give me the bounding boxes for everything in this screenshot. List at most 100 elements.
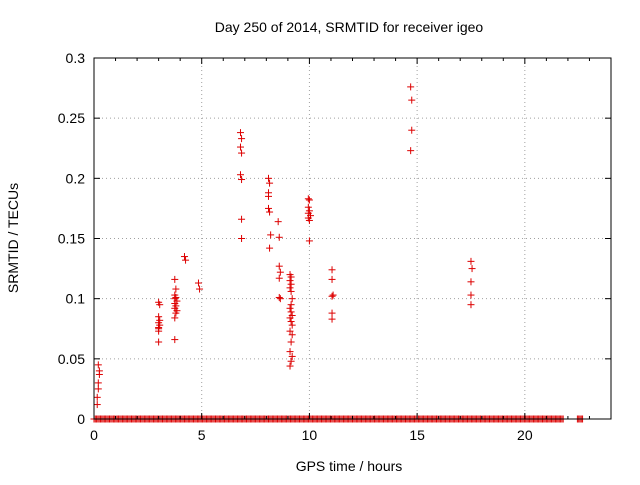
data-point (468, 265, 476, 273)
data-point (95, 370, 103, 378)
data-point (238, 215, 246, 223)
data-point (264, 174, 272, 182)
data-point (288, 352, 296, 360)
y-tick-label: 0.2 (66, 170, 86, 186)
data-point (305, 237, 313, 245)
data-point (329, 291, 337, 299)
data-point (274, 218, 282, 226)
data-point (182, 256, 190, 264)
y-tick-label: 0.1 (66, 291, 86, 307)
data-point (155, 313, 163, 321)
data-point (287, 318, 295, 326)
data-point (275, 293, 283, 301)
data-point (94, 379, 102, 387)
data-point (328, 275, 336, 283)
data-point (236, 129, 244, 137)
data-point (172, 293, 180, 301)
data-point (287, 273, 295, 281)
data-point (287, 338, 295, 346)
data-point (305, 196, 313, 204)
data-point (408, 96, 416, 104)
data-point (93, 393, 101, 401)
data-point (267, 231, 275, 239)
data-point (407, 83, 415, 91)
data-point (172, 285, 180, 293)
data-point (288, 295, 296, 303)
data-point (266, 208, 274, 216)
data-point (328, 292, 336, 300)
data-point (287, 287, 295, 295)
data-point (275, 262, 283, 270)
data-point (407, 147, 415, 155)
x-tick-label: 10 (302, 427, 318, 443)
y-tick-label: 0.25 (58, 110, 85, 126)
grid (94, 58, 611, 419)
data-point (287, 357, 295, 365)
data-point (264, 204, 272, 212)
y-tick-label: 0.15 (58, 231, 85, 247)
data-point (408, 126, 416, 134)
data-point (94, 385, 102, 393)
data-point (155, 338, 163, 346)
data-point (304, 195, 312, 203)
data-point (172, 309, 180, 317)
data-point (238, 149, 246, 157)
data-point (287, 301, 295, 309)
data-point (276, 295, 284, 303)
data-point (288, 321, 296, 329)
data-point (238, 135, 246, 143)
data-point (286, 314, 294, 322)
data-point (93, 401, 101, 409)
axis-ticks: 0 5 10 15 20 0 0.05 0.1 0.15 0.2 0.25 0.3 (58, 50, 612, 443)
data-point (156, 301, 164, 309)
data-point (328, 309, 336, 317)
data-point (286, 284, 294, 292)
data-point (180, 253, 188, 261)
data-point (275, 274, 283, 282)
chart-title: Day 250 of 2014, SRMTID for receiver ige… (215, 19, 484, 35)
data-point (286, 362, 294, 370)
data-point (467, 291, 475, 299)
data-point (467, 301, 475, 309)
data-point (155, 327, 163, 335)
data-point (286, 348, 294, 356)
data-point (286, 327, 294, 335)
data-point (236, 143, 244, 151)
data-point (236, 171, 244, 179)
data-point (304, 203, 312, 211)
data-point (264, 192, 272, 200)
x-tick-label: 5 (198, 427, 206, 443)
data-point (238, 176, 246, 184)
data-point (286, 277, 294, 285)
y-tick-label: 0 (77, 411, 85, 427)
y-tick-label: 0.05 (58, 351, 85, 367)
y-tick-label: 0.3 (66, 50, 86, 66)
data-point (467, 257, 475, 265)
data-point (171, 275, 179, 283)
x-tick-label: 15 (409, 427, 425, 443)
data-point (266, 244, 274, 252)
x-tick-label: 0 (90, 427, 98, 443)
data-point (287, 280, 295, 288)
data-point (288, 331, 296, 339)
data-point (196, 285, 204, 293)
x-axis-label: GPS time / hours (296, 458, 403, 474)
data-point (276, 268, 284, 276)
data-point (328, 315, 336, 323)
data-point (275, 233, 283, 241)
data-point (286, 304, 294, 312)
data-point (238, 235, 246, 242)
data-point (328, 266, 336, 274)
y-axis-label: SRMTID / TECUs (5, 183, 21, 293)
data-point (94, 361, 102, 369)
x-tick-label: 20 (517, 427, 533, 443)
data-point (171, 336, 179, 344)
data-point (287, 308, 295, 316)
data-point (194, 279, 202, 287)
data-point (171, 314, 179, 322)
data-point (305, 216, 313, 224)
data-point (467, 278, 475, 286)
